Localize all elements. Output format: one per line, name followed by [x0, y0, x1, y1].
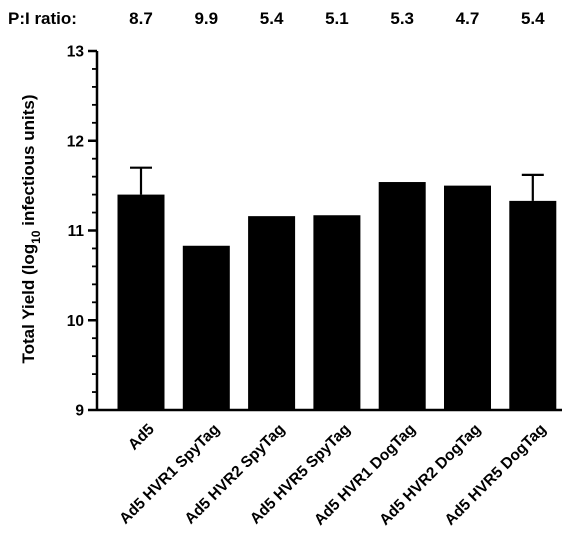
pi-ratio-value-3: 5.4 [260, 9, 284, 28]
y-axis-title: Total Yield (log10 infectious units) [19, 95, 43, 364]
y-tick-label-10: 10 [67, 313, 84, 330]
bar-2 [182, 245, 230, 410]
y-tick-label-13: 13 [67, 44, 85, 61]
bar-3 [248, 216, 296, 410]
bar-4 [313, 215, 361, 410]
bars [117, 182, 557, 410]
bar-6 [444, 185, 491, 410]
pi-ratio-value-6: 4.7 [456, 9, 480, 28]
pi-ratio-values: 8.7 9.9 5.4 5.1 5.3 4.7 5.4 [129, 9, 545, 28]
error-bar-1 [130, 166, 152, 195]
pi-ratio-value-7: 5.4 [521, 9, 545, 28]
pi-ratio-label: P:I ratio: [8, 9, 77, 28]
bar-7 [509, 200, 557, 410]
pi-ratio-value-4: 5.1 [325, 9, 349, 28]
error-bars [130, 166, 544, 201]
error-bar-7 [521, 173, 544, 201]
bar-1 [117, 194, 165, 410]
pi-ratio-value-1: 8.7 [129, 9, 153, 28]
x-tick-label-1: Ad5 [125, 421, 158, 454]
y-ticks: 9 10 11 12 13 [67, 44, 97, 420]
pi-ratio-value-2: 9.9 [194, 9, 218, 28]
y-tick-label-9: 9 [75, 403, 84, 420]
pi-ratio-value-5: 5.3 [390, 9, 414, 28]
y-tick-label-11: 11 [68, 223, 85, 240]
y-tick-label-12: 12 [67, 133, 84, 150]
bar-5 [378, 182, 426, 410]
